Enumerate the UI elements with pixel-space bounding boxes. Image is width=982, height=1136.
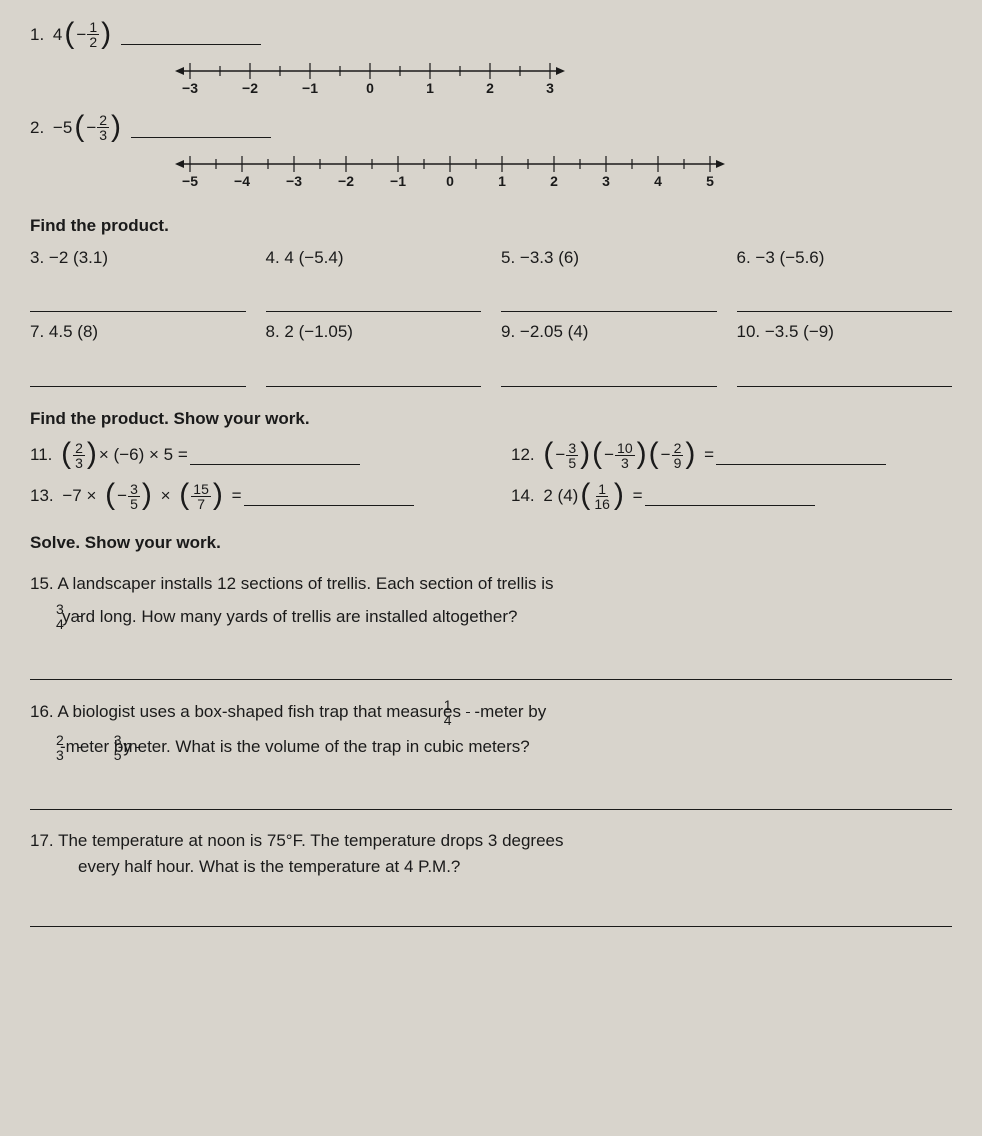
section-find-product-show: Find the product. Show your work. [30,409,952,429]
svg-text:2: 2 [550,173,558,189]
svg-text:1: 1 [498,173,506,189]
svg-text:−2: −2 [242,80,258,96]
question-2: 2. −5 ( − 2 3 ) [30,113,952,142]
question-16: 16. A biologist uses a box-shaped fish t… [30,698,952,810]
number-line-1: −3 −2 −1 0 1 2 3 [170,57,952,101]
answer-line [501,366,717,386]
svg-text:0: 0 [446,173,454,189]
section-solve: Solve. Show your work. [30,533,952,553]
q1-num: 1. [30,25,44,45]
q1-answer-line [121,24,261,44]
question-15: 15. A landscaper installs 12 sections of… [30,571,952,680]
product-cell: 10. −3.5 (−9) [737,322,953,386]
svg-text:2: 2 [486,80,494,96]
q2-fraction: 2 3 [97,113,109,142]
question-13: 13. −7 × (−35) × (157) = [30,482,471,511]
svg-text:5: 5 [706,173,714,189]
svg-text:4: 4 [654,173,662,189]
svg-text:−4: −4 [234,173,250,189]
q2-answer-line [131,117,271,137]
svg-text:3: 3 [602,173,610,189]
svg-text:−3: −3 [182,80,198,96]
q11-answer [190,445,360,465]
product-cell: 5. −3.3 (6) [501,248,717,312]
svg-text:−1: −1 [390,173,406,189]
section-find-product: Find the product. [30,216,952,236]
q17-answer [30,907,952,927]
q2-num: 2. [30,118,44,138]
product-cell: 9. −2.05 (4) [501,322,717,386]
product-cell: 6. −3 (−5.6) [737,248,953,312]
q15-answer [30,659,952,679]
answer-line [266,292,482,312]
q16-answer [30,790,952,810]
product-cell: 3. −2 (3.1) [30,248,246,312]
answer-line [30,366,246,386]
question-1: 1. 4 ( − 1 2 ) [30,20,952,49]
question-17: 17. The temperature at noon is 75°F. The… [30,828,952,927]
svg-text:1: 1 [426,80,434,96]
answer-line [737,366,953,386]
question-12: 12. (−35) (−103) (−29) = [511,441,952,470]
answer-line [266,366,482,386]
svg-text:−1: −1 [302,80,318,96]
product-cell: 8. 2 (−1.05) [266,322,482,386]
svg-text:0: 0 [366,80,374,96]
answer-line [501,292,717,312]
product-cell: 4. 4 (−5.4) [266,248,482,312]
product-cell: 7. 4.5 (8) [30,322,246,386]
svg-text:−2: −2 [338,173,354,189]
show-work-grid: 11. ( 23 ) × (−6) × 5 = 12. (−35) (−103)… [30,441,952,511]
number-line-2: −5 −4 −3 −2 −1 0 1 2 3 4 5 [170,150,952,194]
answer-line [737,292,953,312]
product-grid: 3. −2 (3.1) 4. 4 (−5.4) 5. −3.3 (6) 6. −3 (… [30,248,952,387]
q2-coef: −5 [53,118,72,138]
q1-coef: 4 [53,25,62,45]
answer-line [30,292,246,312]
svg-text:−3: −3 [286,173,302,189]
question-11: 11. ( 23 ) × (−6) × 5 = [30,441,471,470]
svg-text:−5: −5 [182,173,198,189]
svg-text:3: 3 [546,80,554,96]
q1-fraction: 1 2 [87,20,99,49]
q13-answer [244,486,414,506]
q14-answer [645,486,815,506]
q12-answer [716,445,886,465]
question-14: 14. 2 (4) (116) = [511,482,952,511]
